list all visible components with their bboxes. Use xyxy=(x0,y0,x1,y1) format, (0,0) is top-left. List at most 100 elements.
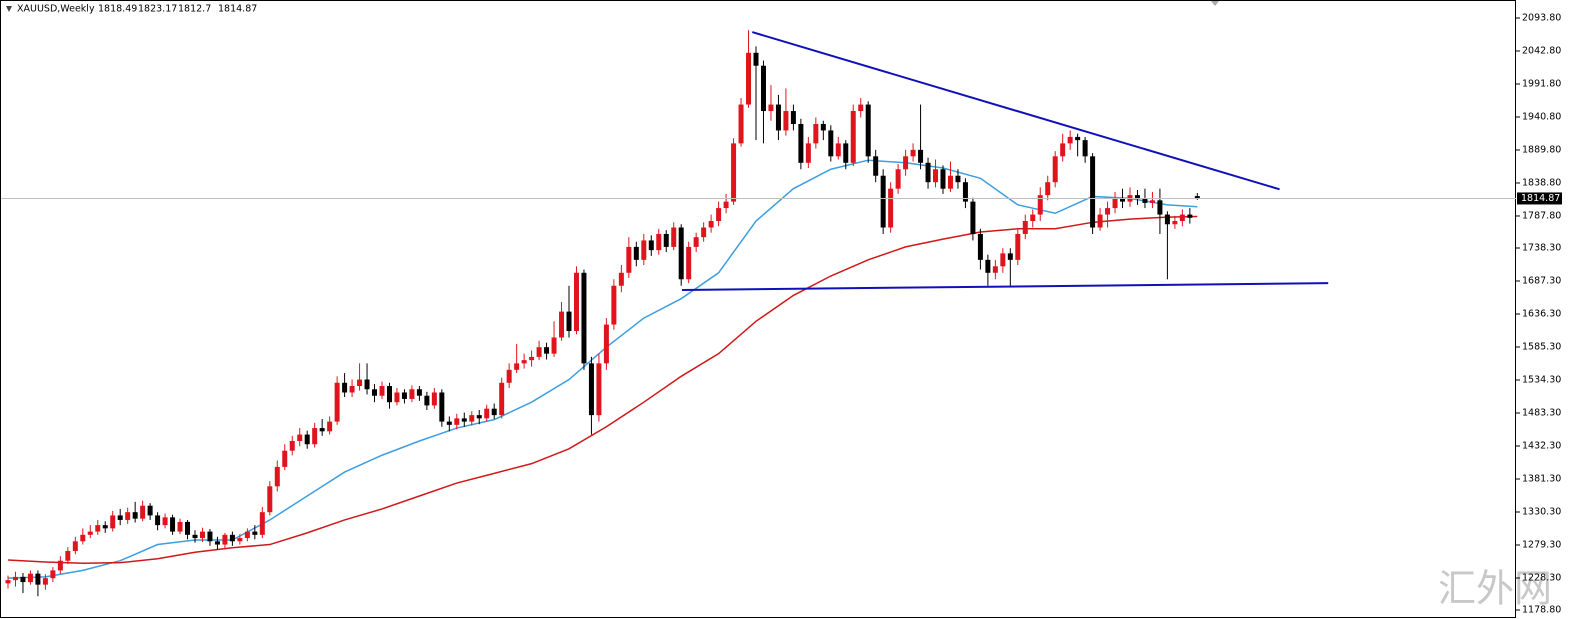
candle-body xyxy=(1022,221,1028,234)
candle-body xyxy=(1030,214,1036,222)
trendline xyxy=(751,31,1280,191)
moving-average xyxy=(7,159,1198,579)
candle-body xyxy=(618,272,624,286)
candle-body xyxy=(1142,198,1148,203)
candle-body xyxy=(731,143,737,202)
candle-body xyxy=(1015,233,1021,260)
y-tick-label: 1534.30 xyxy=(1522,374,1561,385)
candle-body xyxy=(895,169,901,189)
candle-body xyxy=(1112,198,1118,209)
candle-body xyxy=(1105,208,1111,215)
candle-body xyxy=(304,434,310,445)
price-label-box xyxy=(1517,192,1562,205)
candle-body xyxy=(1149,200,1155,203)
candle-body xyxy=(1060,143,1066,157)
candle-body xyxy=(446,421,452,425)
candle-body xyxy=(177,521,183,532)
candle-body xyxy=(27,573,33,583)
y-tick-label: 1178.80 xyxy=(1522,605,1561,616)
candle-body xyxy=(140,505,146,519)
header-low: 1812.7 xyxy=(178,4,211,15)
candle-body xyxy=(237,538,243,542)
candle-body xyxy=(708,221,714,228)
candle-body xyxy=(843,143,849,163)
candle-body xyxy=(192,534,198,539)
candle-body xyxy=(910,149,916,157)
candle-body xyxy=(925,162,931,183)
candle-body xyxy=(424,395,430,406)
candle-body xyxy=(933,169,939,183)
candle-body xyxy=(603,324,609,364)
candle-body xyxy=(364,379,370,390)
candle-body xyxy=(162,517,168,526)
candle-body xyxy=(588,363,594,416)
symbol-title: XAUUSD,Weekly xyxy=(17,4,95,15)
y-tick-label: 1483.30 xyxy=(1522,407,1561,418)
candle-body xyxy=(716,208,722,222)
candle-body xyxy=(394,392,400,403)
candle-body xyxy=(125,512,131,520)
candle-body xyxy=(20,576,26,583)
candle-body xyxy=(1194,196,1200,199)
candle-body xyxy=(760,65,766,112)
candle-body xyxy=(955,175,961,183)
candle-body xyxy=(701,227,707,238)
candle-body xyxy=(858,104,864,112)
scroll-marker xyxy=(1211,1,1219,6)
candle-body xyxy=(671,227,677,247)
y-tick-label: 1838.80 xyxy=(1522,177,1561,188)
candle-body xyxy=(693,237,699,247)
y-tick-label: 1940.80 xyxy=(1522,111,1561,122)
candle-body xyxy=(42,578,48,585)
candle-body xyxy=(768,104,774,112)
candle-body xyxy=(633,246,639,260)
candle-body xyxy=(1082,140,1088,157)
y-tick-label: 1279.30 xyxy=(1522,539,1561,550)
candle-body xyxy=(282,450,288,467)
candle-body xyxy=(35,573,41,585)
candle-body xyxy=(880,175,886,228)
candle-body xyxy=(499,382,505,416)
candle-body xyxy=(1045,182,1051,196)
y-tick-label: 1687.30 xyxy=(1522,276,1561,287)
candle-body xyxy=(469,415,475,422)
candle-body xyxy=(977,233,983,260)
y-tick-label: 1636.30 xyxy=(1522,308,1561,319)
candle-body xyxy=(746,52,752,105)
candle-body xyxy=(110,515,116,529)
y-tick-label: 1585.30 xyxy=(1522,341,1561,352)
candle-body xyxy=(611,285,617,325)
candle-body xyxy=(1067,136,1073,144)
candle-body xyxy=(155,515,161,526)
header-high: 1823.17 xyxy=(138,4,177,15)
candle-body xyxy=(596,363,602,416)
candle-body xyxy=(80,534,86,542)
candle-body xyxy=(985,259,991,273)
candle-body xyxy=(416,389,422,396)
symbol-icon xyxy=(6,6,12,12)
candle-body xyxy=(147,505,153,516)
plot-frame xyxy=(0,0,1516,618)
candle-body xyxy=(865,104,871,157)
candle-body xyxy=(626,246,632,273)
candle-body xyxy=(1007,253,1013,260)
candle-body xyxy=(72,541,78,552)
candle-body xyxy=(259,512,265,535)
candle-body xyxy=(1097,214,1103,228)
candle-body xyxy=(918,149,924,163)
candle-body xyxy=(342,382,348,393)
price-label: 1814.87 xyxy=(1521,193,1560,204)
candle-body xyxy=(1090,156,1096,228)
candle-body xyxy=(252,531,258,535)
candle-body xyxy=(798,123,804,163)
candle-body xyxy=(686,246,692,280)
candle-body xyxy=(947,175,953,189)
candle-body xyxy=(536,347,542,357)
candle-body xyxy=(461,418,467,422)
candle-body xyxy=(132,512,138,519)
header-close: 1814.87 xyxy=(218,4,257,15)
candle-body xyxy=(185,521,191,535)
candle-body xyxy=(521,360,527,364)
candle-body xyxy=(940,169,946,189)
